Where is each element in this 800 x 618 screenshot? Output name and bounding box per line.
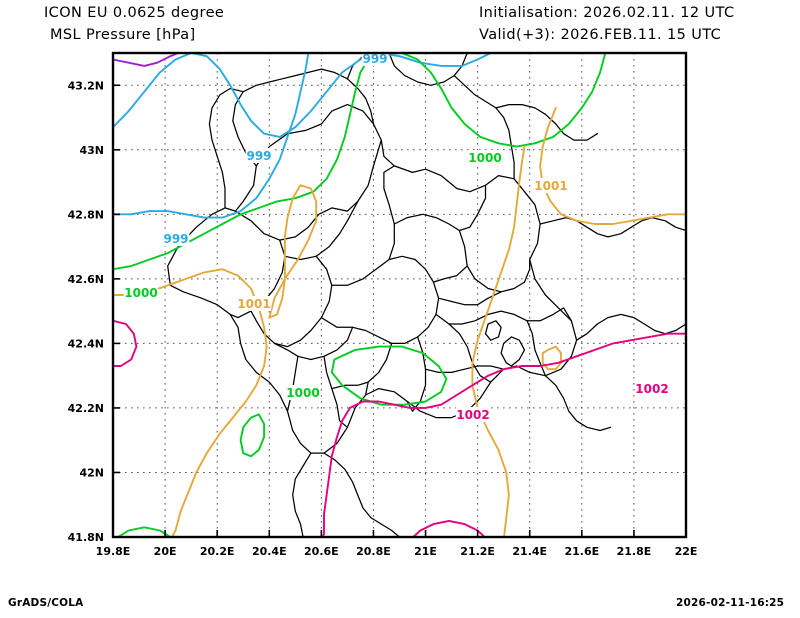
boundary-path bbox=[388, 53, 468, 86]
initialisation-time: Initialisation: 2026.02.11. 12 UTC bbox=[479, 5, 735, 21]
contour-line-1001 bbox=[471, 145, 526, 537]
boundary-path bbox=[432, 265, 468, 283]
boundary-path bbox=[453, 74, 515, 180]
contour-line-1001 bbox=[268, 184, 318, 319]
plot-background bbox=[113, 53, 686, 537]
x-tick-label: 19.8E bbox=[96, 545, 131, 558]
boundary-path bbox=[544, 375, 612, 432]
contour-line-1001 bbox=[541, 345, 562, 371]
x-tick-label: 21.8E bbox=[617, 545, 652, 558]
boundary-path bbox=[484, 320, 502, 341]
boundary-path bbox=[575, 313, 686, 341]
boundary-path bbox=[323, 452, 401, 537]
x-tick-label: 21.2E bbox=[460, 545, 495, 558]
boundary-path bbox=[526, 320, 547, 377]
producer-credit: GrADS/COLA bbox=[8, 597, 84, 609]
contour-line-999 bbox=[113, 53, 310, 219]
x-tick-label: 21.6E bbox=[564, 545, 599, 558]
contour-value-label: 1001 bbox=[534, 179, 567, 193]
contour-value-label: 999 bbox=[362, 52, 387, 66]
contour-line-1000 bbox=[239, 413, 266, 458]
x-tick-label: 21E bbox=[414, 545, 437, 558]
boundary-path bbox=[393, 184, 487, 232]
y-tick-label: 42.4N bbox=[68, 337, 104, 350]
y-tick-label: 42.6N bbox=[68, 273, 104, 286]
contour-value-label: 999 bbox=[163, 232, 188, 246]
contour-line-1002 bbox=[113, 319, 138, 367]
contour-labels: 999 999 999 1000 1000 1000 1001 1001 1002 1002 bbox=[123, 51, 670, 422]
model-title: ICON EU 0.0625 degree bbox=[44, 5, 225, 21]
boundary-path bbox=[273, 326, 354, 361]
boundary-path bbox=[437, 291, 502, 306]
boundary-path bbox=[208, 87, 244, 209]
x-tick-label: 20.8E bbox=[356, 545, 391, 558]
contour-value-label: 1000 bbox=[468, 151, 501, 165]
boundary-path bbox=[292, 452, 312, 537]
contour-line-1001 bbox=[539, 106, 686, 225]
y-tick-label: 43.2N bbox=[68, 79, 104, 92]
boundary-path bbox=[167, 103, 578, 454]
contour-value-label: 1002 bbox=[635, 382, 668, 396]
gridlines bbox=[113, 53, 686, 537]
contour-value-label: 1000 bbox=[286, 386, 319, 400]
contour-line-1001 bbox=[113, 268, 268, 537]
boundary-path bbox=[383, 165, 395, 261]
boundary-path bbox=[364, 342, 393, 396]
contour-line-998 bbox=[113, 53, 180, 67]
x-axis-labels: 19.8E 20E 20.2E 20.4E 20.6E 20.8E 21E 21.2E 21.4… bbox=[96, 545, 698, 558]
y-tick-label: 41.8N bbox=[68, 531, 104, 544]
boundary-path bbox=[500, 336, 526, 367]
boundary-path bbox=[448, 307, 573, 325]
pressure-contours bbox=[113, 53, 686, 537]
plot-frame bbox=[111, 51, 688, 539]
boundary-path bbox=[320, 255, 440, 345]
x-tick-label: 20.4E bbox=[252, 545, 287, 558]
boundary-path bbox=[331, 381, 369, 390]
boundary-path bbox=[284, 200, 359, 261]
x-tick-label: 20.2E bbox=[200, 545, 235, 558]
y-tick-label: 43N bbox=[79, 144, 104, 157]
render-timestamp: 2026-02-11-16:25 bbox=[676, 597, 785, 609]
contour-value-label: 1001 bbox=[237, 297, 270, 311]
x-tick-label: 22E bbox=[675, 545, 698, 558]
valid-time: Valid(+3): 2026.FEB.11. 15 UTC bbox=[479, 27, 722, 43]
x-tick-label: 20.6E bbox=[304, 545, 339, 558]
variable-title: MSL Pressure [hPa] bbox=[50, 27, 196, 43]
x-tick-label: 20E bbox=[154, 545, 177, 558]
boundary-path bbox=[232, 68, 375, 167]
boundary-path bbox=[250, 255, 333, 348]
contour-value-label: 1002 bbox=[456, 408, 489, 422]
contour-line-1002 bbox=[321, 332, 686, 537]
y-tick-label: 42.2N bbox=[68, 402, 104, 415]
x-tick-label: 21.4E bbox=[512, 545, 547, 558]
boundary-path bbox=[234, 139, 382, 241]
y-tick-label: 42.8N bbox=[68, 208, 104, 221]
contour-value-label: 1000 bbox=[124, 286, 157, 300]
boundary-path bbox=[424, 365, 505, 374]
axis-ticks bbox=[112, 84, 687, 538]
contour-value-label: 999 bbox=[246, 149, 271, 163]
y-tick-label: 42N bbox=[79, 466, 104, 479]
contour-line-1000 bbox=[330, 345, 448, 406]
y-axis-labels: 41.8N 42N 42.2N 42.4N 42.6N 42.8N 43N 43.2N bbox=[68, 79, 104, 544]
